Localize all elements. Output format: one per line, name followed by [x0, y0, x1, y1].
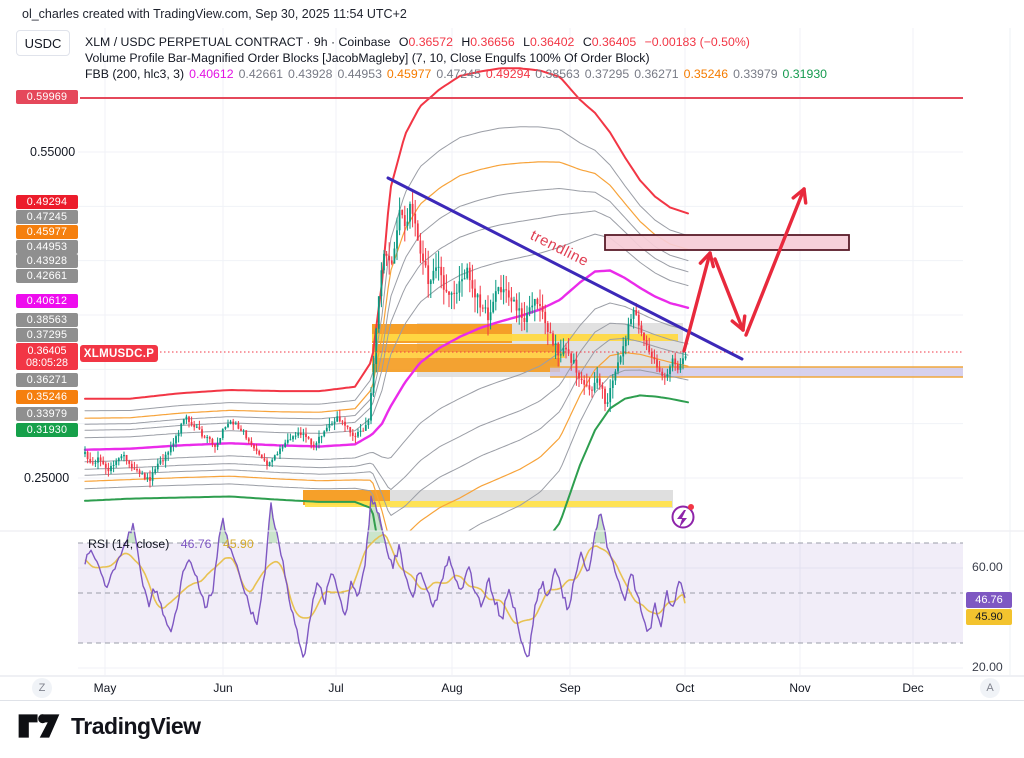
rsi-yellow-value: 45.90 [222, 537, 254, 551]
price-scale-badge: 0.59969 [16, 90, 78, 104]
time-axis-label: May [93, 681, 117, 695]
ohlc-close-label: C [582, 35, 592, 49]
last-price-badge: 0.36405 08:05:28 [16, 343, 78, 370]
time-axis-label: Dec [902, 681, 924, 695]
rsi-scale-label-60: 60.00 [972, 560, 1003, 574]
fbb-value: 0.40612 [189, 67, 234, 81]
price-axis-label: 0.25000 [24, 471, 70, 485]
tradingview-logo-text: TradingView [71, 712, 201, 739]
tradingview-logo-icon [18, 714, 60, 738]
fbb-value: 0.35246 [683, 67, 729, 81]
time-axis-label: Jul [328, 681, 344, 695]
price-axis-label: 0.55000 [30, 145, 76, 159]
ohlc-open-value: 0.36572 [408, 35, 453, 49]
fbb-value: 0.45977 [386, 67, 432, 81]
price-scale-badge: 0.47245 [16, 210, 78, 224]
fbb-value: 0.42661 [238, 67, 284, 81]
currency-toggle-button[interactable]: USDC [16, 30, 70, 56]
fbb-value: 0.31930 [782, 67, 827, 81]
fbb-value: 0.44953 [337, 67, 382, 81]
time-axis-label: Oct [675, 681, 695, 695]
symbol-price-line-badge: XLMUSDC.P [80, 345, 158, 362]
legend-indicator-row: Volume Profile Bar-Magnified Order Block… [85, 51, 650, 65]
time-axis-label: Jun [213, 681, 233, 695]
rsi-legend-label: RSI (14, close) [88, 537, 170, 551]
ohlc-open-label: O [398, 35, 409, 49]
rsi-purple-value: 46.76 [180, 537, 212, 551]
price-scale-badge: 0.49294 [16, 195, 78, 209]
ohlc-high-label: H [461, 35, 471, 49]
ohlc-high-value: 0.36656 [470, 35, 515, 49]
fbb-value: 0.43928 [288, 67, 333, 81]
price-scale-badge: 0.31930 [16, 423, 78, 437]
last-price-value: 0.36405 [27, 344, 67, 357]
rsi-value-badge-purple: 46.76 [966, 592, 1012, 608]
price-scale-badge: 0.33979 [16, 407, 78, 421]
rsi-scale-label-20: 20.00 [972, 660, 1003, 674]
chart-legend: XLM / USDC PERPETUAL CONTRACT · 9h · Coi… [85, 34, 827, 82]
fbb-value: 0.49294 [485, 67, 531, 81]
price-scale-badge: 0.35246 [16, 390, 78, 404]
ohlc-close-value: 0.36405 [591, 35, 637, 49]
price-scale-badge: 0.37295 [16, 328, 78, 342]
countdown-timer: 08:05:28 [25, 356, 69, 369]
legend-symbol-row: XLM / USDC PERPETUAL CONTRACT · 9h · Coi… [85, 34, 827, 50]
legend-fbb-row: FBB (200, hlc3, 3) 0.40612 0.42661 0.43928 0… [85, 66, 827, 82]
ohlc-low-label: L [523, 35, 530, 49]
rsi-legend: RSI (14, close) 46.76 45.90 [88, 537, 254, 551]
price-scale-badge: 0.42661 [16, 269, 78, 283]
tradingview-logo[interactable]: TradingView [16, 710, 201, 742]
price-scale-badge: 0.44953 [16, 240, 78, 254]
fbb-value: 0.36271 [634, 67, 679, 81]
price-scale-badge: 0.43928 [16, 254, 78, 268]
fbb-value: 0.47245 [436, 67, 481, 81]
change-value: −0.00183 (−0.50%) [644, 35, 750, 49]
fbb-value: 0.38563 [535, 67, 580, 81]
time-axis-label: Nov [789, 681, 811, 695]
ohlc-low-value: 0.36402 [529, 35, 575, 49]
time-axis-label: Aug [441, 681, 463, 695]
watermark-note: ol_charles created with TradingView.com,… [22, 7, 407, 21]
rsi-value-badge-yellow: 45.90 [966, 609, 1012, 625]
zoom-button[interactable]: Z [32, 678, 52, 698]
auto-scale-button[interactable]: A [980, 678, 1000, 698]
fbb-value: 0.37295 [584, 67, 630, 81]
fbb-value: 0.33979 [733, 67, 778, 81]
price-scale-badge: 0.38563 [16, 313, 78, 327]
fbb-label: FBB (200, hlc3, 3) [85, 67, 185, 81]
price-scale-badge: 0.45977 [16, 225, 78, 239]
symbol-title: XLM / USDC PERPETUAL CONTRACT · 9h · Coi… [85, 35, 391, 49]
time-axis-label: Sep [559, 681, 581, 695]
price-scale-badge: 0.40612 [16, 294, 78, 308]
price-scale-badge: 0.36271 [16, 373, 78, 387]
